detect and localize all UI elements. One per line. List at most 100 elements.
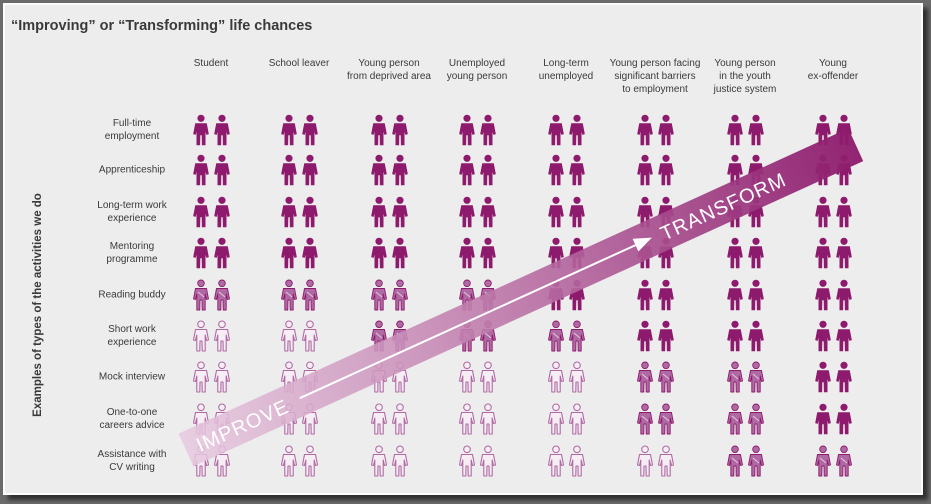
person-icon xyxy=(213,403,231,435)
figure-pair xyxy=(281,279,318,311)
person-icon xyxy=(836,154,852,186)
column-header: Young person facing significant barriers… xyxy=(609,58,701,95)
person-icon xyxy=(547,403,565,435)
person-icon xyxy=(392,279,408,311)
figure-pair xyxy=(548,154,585,186)
person-icon xyxy=(637,279,653,311)
person-icon xyxy=(370,361,388,393)
person-icon xyxy=(281,154,297,186)
person-icon xyxy=(480,237,496,269)
figure-pair xyxy=(637,114,674,146)
person-icon xyxy=(836,114,852,146)
person-icon xyxy=(280,320,298,352)
person-icon xyxy=(192,361,210,393)
person-icon xyxy=(658,279,674,311)
column-header: Young ex-offender xyxy=(807,58,859,82)
person-icon xyxy=(637,114,653,146)
person-icon xyxy=(214,237,230,269)
person-icon xyxy=(193,279,209,311)
person-icon xyxy=(815,445,831,477)
person-icon xyxy=(658,196,674,228)
figure-pair xyxy=(193,279,230,311)
figure-pair xyxy=(371,196,408,228)
person-icon xyxy=(637,196,653,228)
person-icon xyxy=(637,154,653,186)
person-icon xyxy=(658,361,674,393)
person-icon xyxy=(280,361,298,393)
person-icon xyxy=(302,237,318,269)
person-icon xyxy=(371,196,387,228)
figure-pair xyxy=(370,361,409,393)
person-icon xyxy=(301,320,319,352)
row-label: Mock interview xyxy=(98,371,166,383)
figure-pair xyxy=(458,361,497,393)
figure-pair xyxy=(458,445,497,477)
person-icon xyxy=(214,114,230,146)
person-icon xyxy=(637,320,653,352)
figure-pair xyxy=(727,114,764,146)
figure-pair xyxy=(281,196,318,228)
person-icon xyxy=(302,114,318,146)
person-icon xyxy=(748,403,764,435)
figure-pair xyxy=(727,403,764,435)
figure-pair xyxy=(727,361,764,393)
figure-pair xyxy=(548,320,585,352)
row-label: One-to-one careers advice xyxy=(99,407,165,431)
figure-pair xyxy=(192,361,231,393)
column-header: School leaver xyxy=(268,58,330,69)
figure-pair xyxy=(459,196,496,228)
row-label: Short work experience xyxy=(107,324,157,348)
person-icon xyxy=(748,196,764,228)
figure-pair xyxy=(727,154,764,186)
person-icon xyxy=(568,445,586,477)
figure-pair xyxy=(192,403,231,435)
person-icon xyxy=(370,445,388,477)
figure-pair xyxy=(280,445,319,477)
figure-pair xyxy=(371,237,408,269)
person-icon xyxy=(213,445,231,477)
row-label: Long-term work experience xyxy=(97,200,167,224)
figure-pair xyxy=(815,114,852,146)
figure-pair xyxy=(193,237,230,269)
figure-pair xyxy=(637,361,674,393)
person-icon xyxy=(281,196,297,228)
figure-pair xyxy=(458,403,497,435)
person-icon xyxy=(459,154,475,186)
figure-pair xyxy=(548,279,585,311)
person-icon xyxy=(392,320,408,352)
person-icon xyxy=(727,114,743,146)
person-icon xyxy=(281,114,297,146)
person-icon xyxy=(480,279,496,311)
person-icon xyxy=(748,154,764,186)
person-icon xyxy=(213,361,231,393)
person-icon xyxy=(480,114,496,146)
person-icon xyxy=(727,361,743,393)
person-icon xyxy=(658,237,674,269)
person-icon xyxy=(815,279,831,311)
figure-pair xyxy=(815,279,852,311)
figure-pair xyxy=(547,445,586,477)
figure-pair xyxy=(548,237,585,269)
person-icon xyxy=(301,403,319,435)
person-icon xyxy=(815,196,831,228)
figure-pair xyxy=(637,154,674,186)
person-icon xyxy=(371,114,387,146)
person-icon xyxy=(391,445,409,477)
person-icon xyxy=(371,154,387,186)
person-icon xyxy=(479,403,497,435)
figure-pair xyxy=(280,403,319,435)
figure-pair xyxy=(281,237,318,269)
person-icon xyxy=(568,403,586,435)
person-icon xyxy=(569,154,585,186)
person-icon xyxy=(727,237,743,269)
row-label: Full-time employment xyxy=(104,118,160,142)
person-icon xyxy=(548,279,564,311)
person-icon xyxy=(836,361,852,393)
person-icon xyxy=(727,403,743,435)
column-header: Long-term unemployed xyxy=(538,58,594,82)
figure-pair xyxy=(193,114,230,146)
figure-pair xyxy=(193,154,230,186)
figure-pair xyxy=(727,237,764,269)
person-icon xyxy=(548,196,564,228)
person-icon xyxy=(479,361,497,393)
